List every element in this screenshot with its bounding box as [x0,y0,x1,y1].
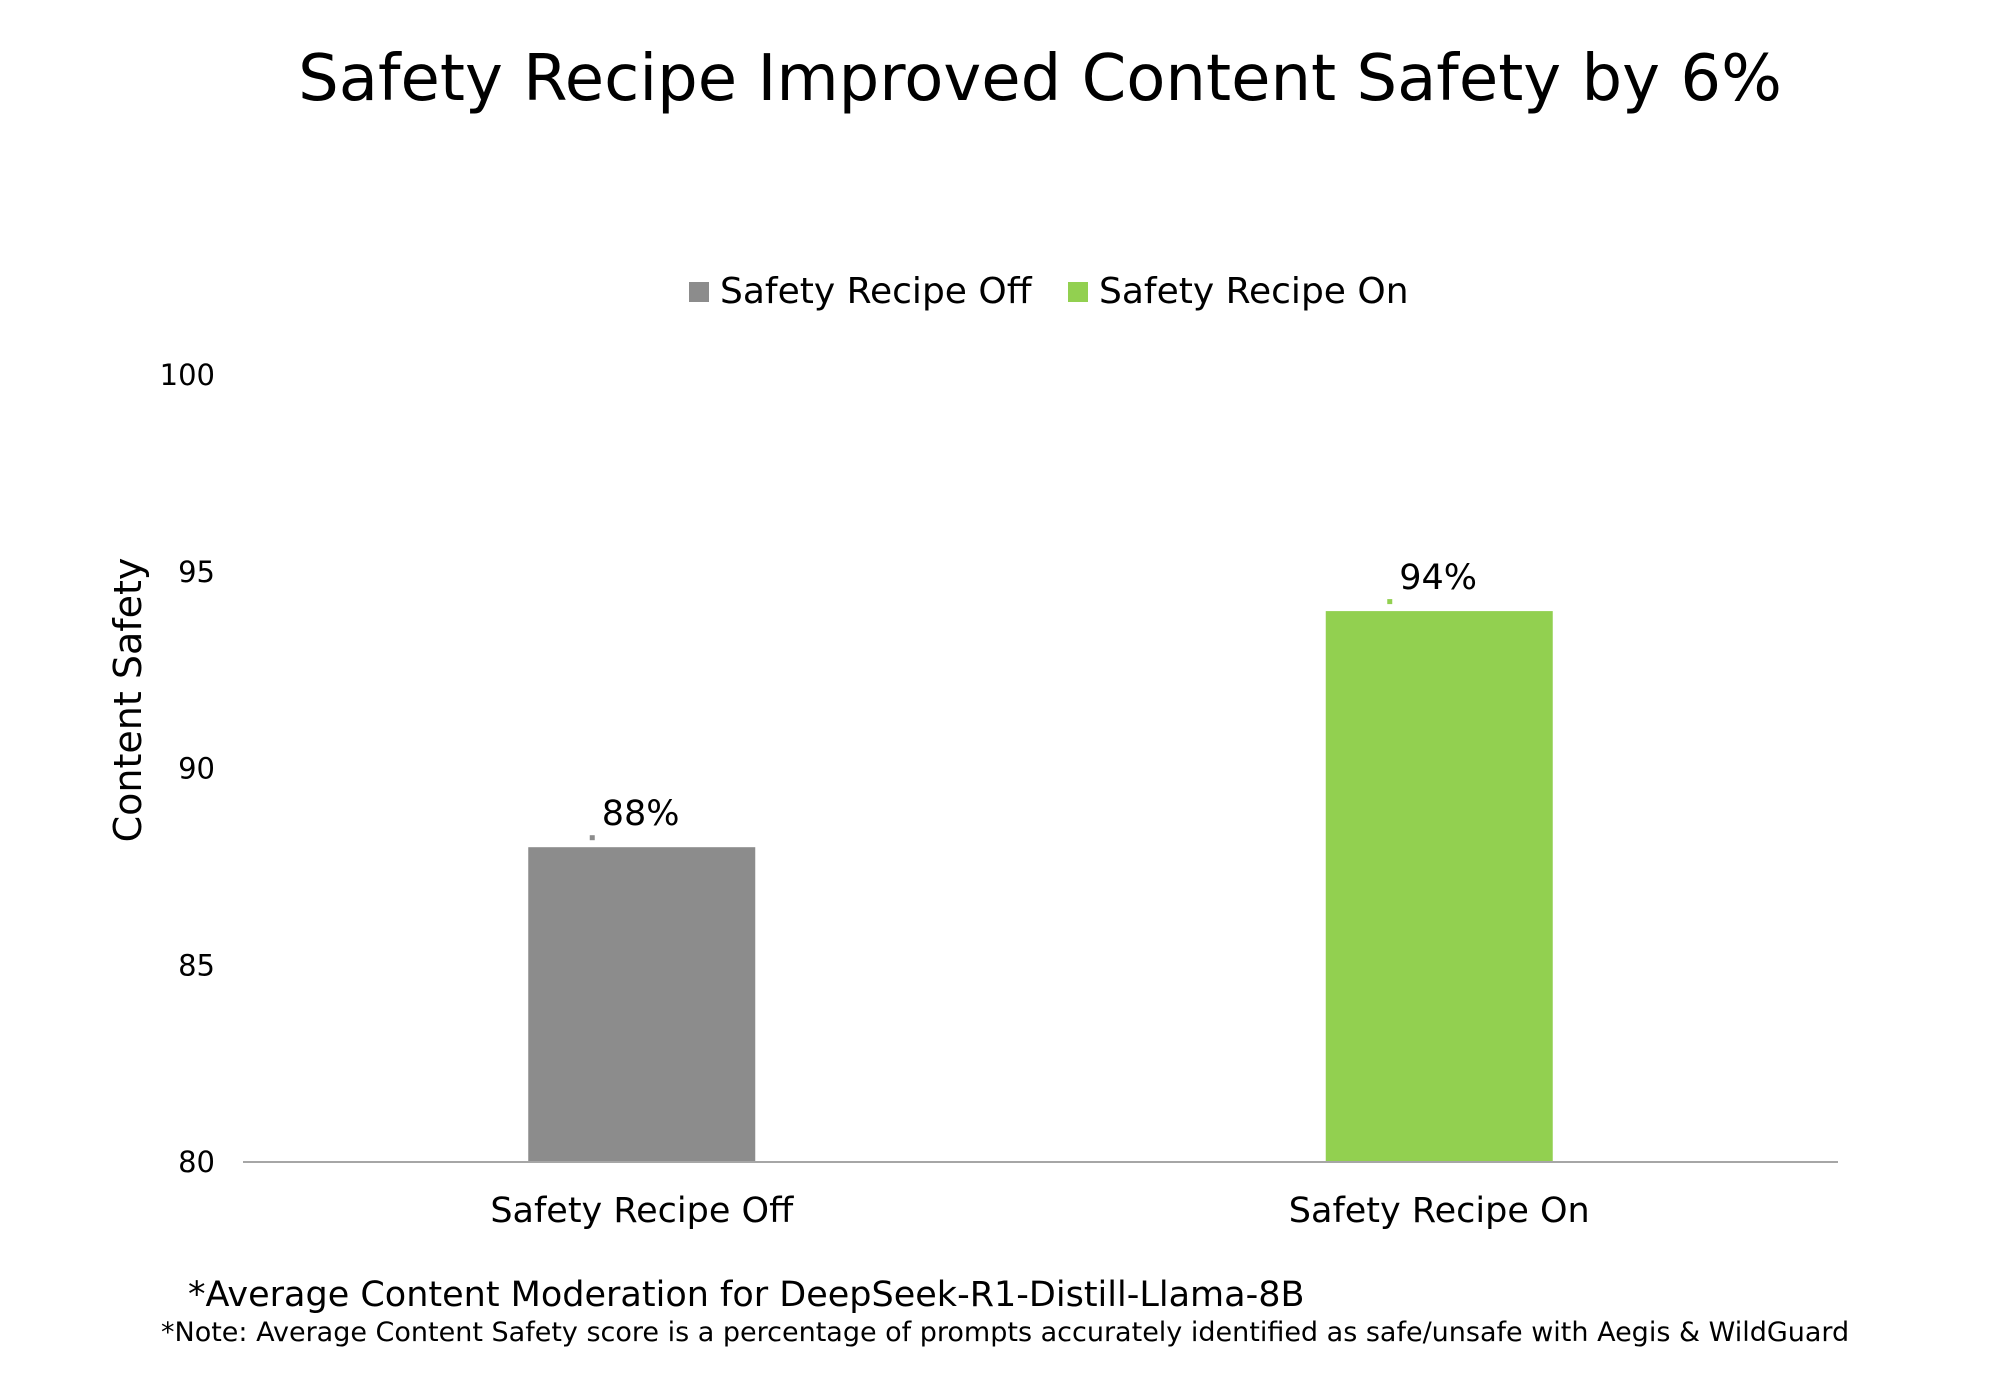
data-label: 94% [1399,558,1477,598]
x-tick-label: Safety Recipe On [1289,1191,1590,1231]
y-tick-label: 100 [160,358,215,392]
x-tick-label: Safety Recipe Off [490,1191,794,1231]
footnote-note: *Note: Average Content Safety score is a… [161,1317,1849,1348]
y-axis-label: Content Safety [106,558,150,843]
legend-label-off: Safety Recipe Off [720,271,1033,312]
bar [528,847,756,1162]
y-axis-ticks: 80 85 90 95 100 [160,358,215,1179]
bars [528,611,1553,1162]
legend-swatch-off [689,282,709,302]
y-tick-label: 95 [178,555,215,589]
data-labels: 88% 94% [589,558,1477,841]
footnote-main: *Average Content Moderation for DeepSeek… [188,1275,1304,1315]
legend-label-on: Safety Recipe On [1099,271,1409,312]
data-label: 88% [602,794,680,834]
x-axis-ticks: Safety Recipe Off Safety Recipe On [490,1191,1589,1231]
data-label-marker [1387,599,1393,605]
y-tick-label: 80 [178,1145,215,1179]
y-tick-label: 90 [178,752,215,786]
chart-title: Safety Recipe Improved Content Safety by… [298,42,1782,116]
legend: Safety Recipe Off Safety Recipe On [689,271,1409,312]
bar [1325,611,1553,1162]
legend-swatch-on [1068,282,1088,302]
y-tick-label: 85 [178,948,215,982]
data-label-marker [589,835,595,841]
